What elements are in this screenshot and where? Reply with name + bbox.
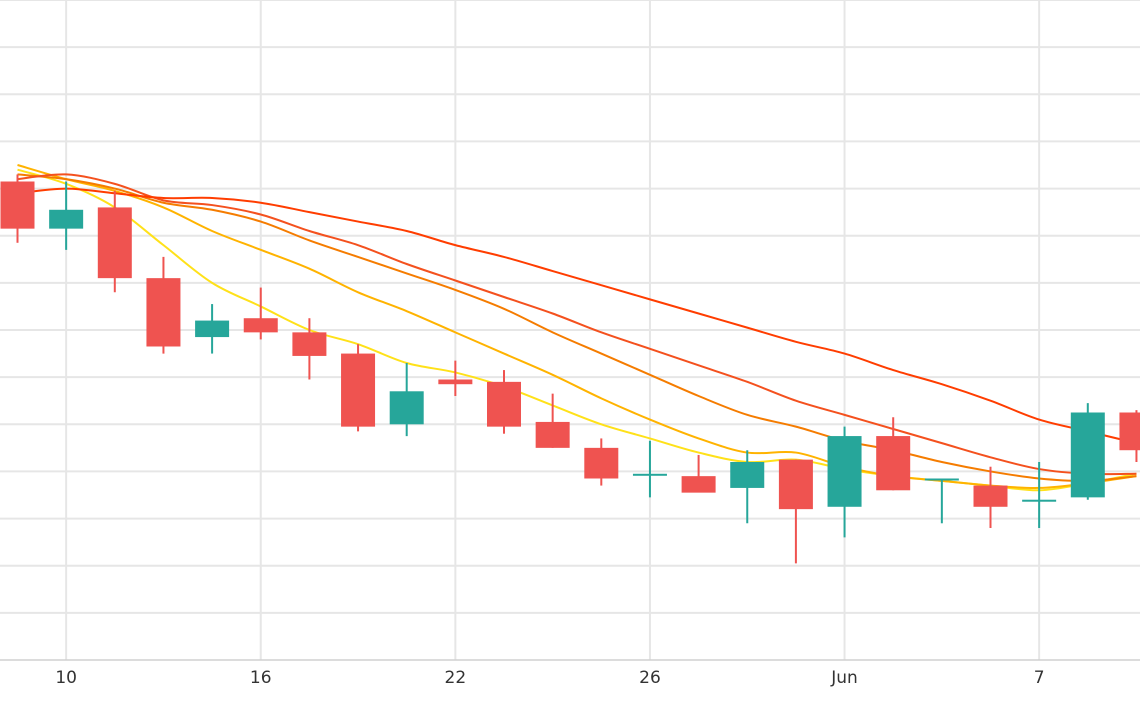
candle-body (827, 436, 862, 507)
candle-body (1070, 412, 1105, 498)
moving-average-line (17, 187, 1137, 445)
candle (681, 454, 716, 493)
x-tick-label: 7 (1034, 668, 1045, 688)
candle (778, 459, 813, 564)
candle (97, 190, 132, 293)
vertical-gridlines (65, 0, 1041, 660)
candle-body (730, 462, 765, 488)
candle (1119, 410, 1140, 462)
candle-body (778, 459, 813, 510)
horizontal-gridlines (0, 0, 1140, 614)
candle (827, 426, 862, 538)
candle-body (292, 332, 327, 356)
candle-body (681, 476, 716, 493)
moving-average-line (17, 173, 1137, 476)
candle-body (341, 353, 376, 427)
candle (924, 478, 959, 524)
candle (292, 318, 327, 380)
candle (1070, 403, 1105, 500)
candle (389, 363, 424, 437)
candle-body (146, 278, 181, 347)
candle (1022, 462, 1057, 528)
candle-body (195, 320, 230, 338)
candle-body (632, 473, 667, 476)
candle (730, 450, 765, 524)
candle-body (1119, 412, 1140, 451)
moving-average-layer (17, 164, 1137, 492)
candle (146, 256, 181, 354)
candle-body (0, 181, 35, 229)
candle (438, 360, 473, 396)
candle-body (876, 436, 911, 491)
candle-body (97, 207, 132, 279)
candle-body (535, 421, 570, 448)
candle-body (243, 318, 278, 333)
candle (341, 344, 376, 432)
candle-body (924, 478, 959, 481)
x-tick-label: 16 (250, 668, 272, 688)
candle-body (487, 381, 521, 427)
candle (584, 438, 619, 486)
candle (0, 174, 35, 243)
candle-body (389, 391, 424, 425)
x-tick-label: 26 (639, 668, 661, 688)
candle-body (584, 447, 619, 479)
candle (487, 370, 521, 434)
x-tick-label: Jun (830, 668, 858, 688)
candle (535, 393, 570, 448)
x-tick-label: 10 (55, 668, 77, 688)
x-axis-tick-labels: 10 16 22 26 Jun 7 (55, 668, 1044, 688)
candle (632, 440, 667, 498)
x-tick-label: 22 (445, 668, 467, 688)
moving-average-line (17, 173, 1137, 482)
candle (973, 466, 1008, 528)
candle (195, 304, 230, 354)
candle-body (1022, 499, 1057, 502)
candle (243, 287, 278, 340)
candle (49, 181, 84, 250)
candle-body (438, 379, 473, 385)
candle-layer (0, 174, 1140, 564)
moving-average-line (17, 164, 1137, 489)
candle-body (49, 209, 84, 229)
candle (876, 417, 911, 491)
candle-body (973, 485, 1008, 507)
